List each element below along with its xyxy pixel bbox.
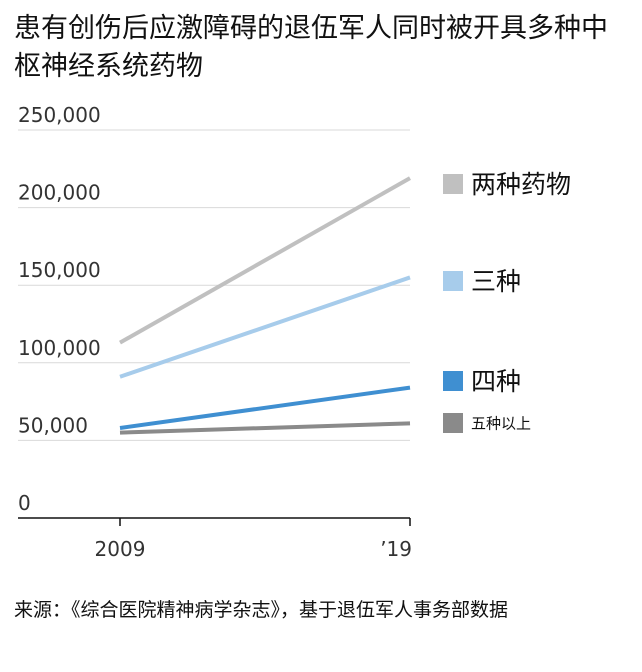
legend-label: 两种药物 [471, 170, 571, 199]
chart-title: 患有创伤后应激障碍的退伍军人同时被开具多种中枢神经系统药物 [14, 13, 608, 82]
y-tick-label: 250,000 [18, 103, 101, 127]
x-tick-label: ’19 [380, 537, 412, 561]
legend-label: 三种 [471, 267, 521, 296]
legend-label: 四种 [471, 367, 521, 396]
series-line [119, 421, 411, 435]
grid-lines [18, 129, 410, 441]
series-line [119, 385, 411, 430]
x-tick-label: 2009 [95, 537, 146, 561]
source-note: 来源：《综合医院精神病学杂志》，基于退伍军人事务部数据 [14, 599, 509, 621]
y-tick-label: 100,000 [18, 336, 101, 360]
legend-swatch [443, 371, 463, 391]
y-tick-label: 150,000 [18, 258, 101, 282]
y-tick-label: 50,000 [18, 413, 88, 437]
line-chart: 0 50,000 100,000 150,000 200,000 250,000 2009… [18, 103, 571, 561]
x-axis: 2009 ’19 [18, 517, 412, 561]
y-tick-label: 0 [18, 491, 31, 515]
legend-swatch [443, 271, 463, 291]
y-tick-label: 200,000 [18, 181, 101, 205]
series-line [119, 275, 411, 379]
y-axis-tick-labels: 0 50,000 100,000 150,000 200,000 250,000 [18, 103, 101, 515]
series-line [119, 176, 411, 345]
legend-swatch [443, 413, 463, 433]
legend-label: 五种以上 [471, 414, 531, 432]
series-lines [119, 176, 411, 435]
legend-swatch [443, 174, 463, 194]
